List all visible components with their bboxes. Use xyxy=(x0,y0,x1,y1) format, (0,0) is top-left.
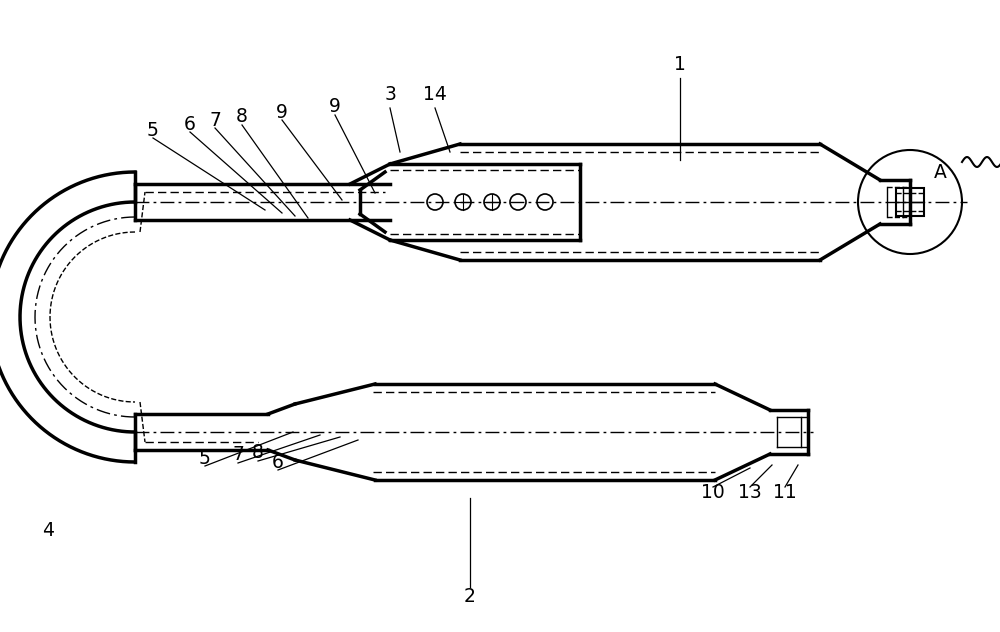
Text: 11: 11 xyxy=(773,482,797,502)
Text: 13: 13 xyxy=(738,482,762,502)
Text: 8: 8 xyxy=(252,444,264,463)
Text: 2: 2 xyxy=(464,588,476,607)
Text: 4: 4 xyxy=(42,521,54,540)
Text: A: A xyxy=(934,162,946,181)
Text: 7: 7 xyxy=(209,111,221,130)
Text: 14: 14 xyxy=(423,85,447,104)
Text: 10: 10 xyxy=(701,482,725,502)
Text: 7: 7 xyxy=(232,446,244,465)
Text: 5: 5 xyxy=(147,121,159,140)
Text: 6: 6 xyxy=(184,114,196,133)
Text: 6: 6 xyxy=(272,453,284,471)
Text: 9: 9 xyxy=(329,97,341,116)
Bar xyxy=(896,188,924,216)
Text: 3: 3 xyxy=(384,85,396,104)
Text: 1: 1 xyxy=(674,56,686,75)
Text: 8: 8 xyxy=(236,107,248,126)
Text: 9: 9 xyxy=(276,102,288,121)
Text: 5: 5 xyxy=(199,449,211,468)
